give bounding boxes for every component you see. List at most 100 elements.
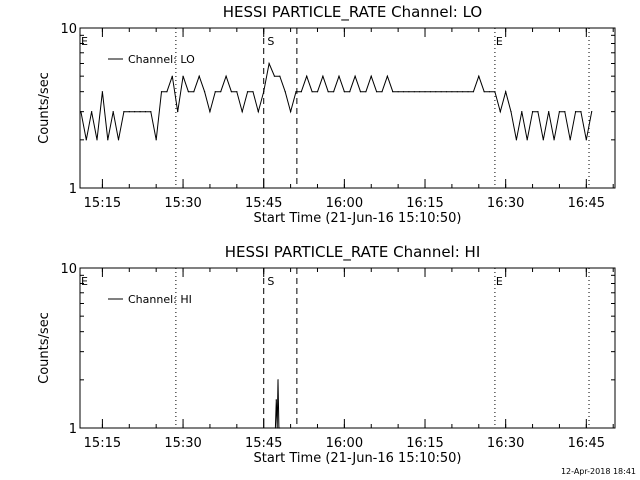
y-tick-label: 10 <box>60 22 77 37</box>
chart-title: HESSI PARTICLE_RATE Channel: HI <box>225 243 481 262</box>
y-tick-label: 10 <box>60 262 77 277</box>
data-point <box>166 91 168 93</box>
data-point <box>246 91 249 93</box>
data-point <box>80 111 82 113</box>
x-tick-label: 16:45 <box>568 436 605 451</box>
data-point <box>284 91 286 93</box>
data-point <box>134 111 136 113</box>
data-point <box>558 111 561 113</box>
data-point <box>203 91 206 93</box>
data-point <box>505 91 507 93</box>
x-tick-label: 16:45 <box>568 196 605 211</box>
flag-annotation: E <box>496 275 503 288</box>
data-point <box>349 91 351 93</box>
data-point <box>306 75 308 77</box>
data-point <box>316 91 319 93</box>
data-point <box>198 75 200 77</box>
data-point <box>230 91 233 93</box>
data-point <box>311 91 313 93</box>
data-point <box>101 91 104 93</box>
data-point <box>278 427 280 429</box>
data-point <box>488 91 491 93</box>
flag-annotation: S <box>267 35 274 48</box>
plot-frame <box>79 27 616 189</box>
data-point <box>144 111 147 113</box>
legend-label: Channel: HI <box>128 293 192 306</box>
data-point <box>354 75 356 77</box>
data-point <box>365 91 367 93</box>
data-point <box>279 75 281 77</box>
data-point <box>107 139 109 141</box>
data-point <box>483 91 485 93</box>
data-point <box>585 139 587 141</box>
data-point <box>220 91 222 93</box>
data-point <box>386 75 388 77</box>
data-point <box>160 91 163 93</box>
data-point <box>209 111 211 113</box>
data-point <box>376 91 378 93</box>
data-point <box>177 111 179 113</box>
series-line <box>274 379 280 429</box>
data-point <box>553 139 555 141</box>
data-point <box>275 399 277 401</box>
data-point <box>225 75 227 77</box>
data-point <box>150 111 152 113</box>
flag-annotation: S <box>267 275 274 288</box>
data-point <box>537 111 539 113</box>
data-point <box>408 91 410 93</box>
data-point <box>277 379 279 381</box>
legend-label: Channel: LO <box>128 53 195 66</box>
plot-frame <box>79 267 616 429</box>
data-point <box>257 111 259 113</box>
data-point <box>445 91 448 93</box>
panel-hi: HESSI PARTICLE_RATE Channel: HI 1 10 15:15 1… <box>37 243 616 466</box>
x-tick-label: 15:45 <box>245 196 282 211</box>
data-point <box>392 91 394 93</box>
data-point <box>263 91 265 93</box>
data-point <box>85 139 87 141</box>
data-point <box>171 75 173 77</box>
data-point <box>499 111 501 113</box>
y-axis-label: Counts/sec <box>37 72 52 144</box>
data-point <box>435 91 437 93</box>
data-point <box>193 91 195 93</box>
data-point <box>397 91 399 93</box>
x-tick-label: 16:30 <box>487 436 524 451</box>
flag-annotation: E <box>496 35 503 48</box>
data-point <box>429 91 431 93</box>
data-point <box>472 91 475 93</box>
data-point <box>91 111 93 113</box>
data-point <box>274 427 276 429</box>
data-point <box>273 75 276 77</box>
x-tick-label: 16:15 <box>406 196 443 211</box>
data-point <box>139 111 141 113</box>
x-tick-label: 15:15 <box>84 196 121 211</box>
data-point <box>478 75 480 77</box>
data-point <box>515 139 518 141</box>
data-point <box>564 111 566 113</box>
timestamp: 12-Apr-2018 18:41 <box>561 467 636 476</box>
data-point <box>424 91 426 93</box>
data-point <box>531 111 534 113</box>
data-point <box>187 91 190 93</box>
x-tick-label: 16:15 <box>406 436 443 451</box>
data-point <box>359 91 362 93</box>
data-point <box>526 139 528 141</box>
data-point <box>494 91 496 93</box>
data-point <box>542 139 544 141</box>
y-tick-label: 1 <box>69 422 77 437</box>
data-point <box>128 111 130 113</box>
data-point <box>117 139 120 141</box>
data-point <box>451 91 453 93</box>
data-point <box>370 75 372 77</box>
data-point <box>510 111 512 113</box>
data-point <box>440 91 442 93</box>
flag-annotation: E <box>81 35 88 48</box>
data-point <box>467 91 469 93</box>
data-point <box>123 111 125 113</box>
data-point <box>343 91 345 93</box>
data-point <box>574 111 577 113</box>
data-point <box>456 91 458 93</box>
data-point <box>214 91 216 93</box>
